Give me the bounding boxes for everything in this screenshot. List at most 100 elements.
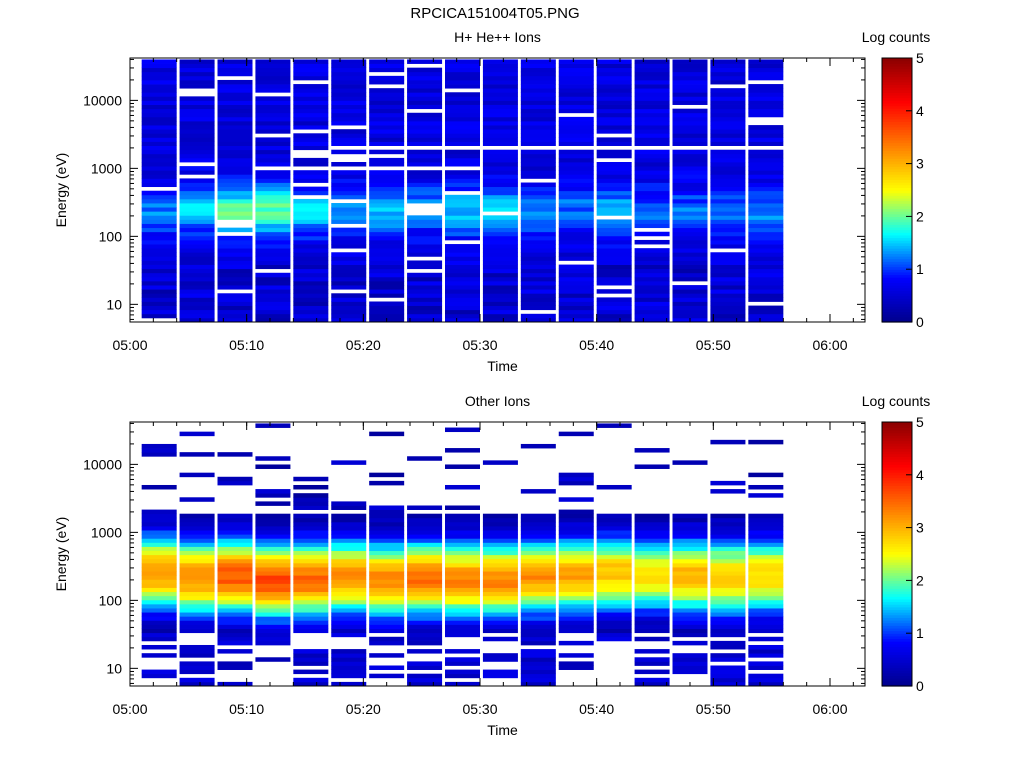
heatmap-cell: [179, 542, 215, 547]
heatmap-cell: [558, 153, 594, 159]
heatmap-cell: [520, 681, 556, 687]
heatmap-cell: [634, 272, 670, 278]
heatmap-cell: [331, 203, 367, 208]
heatmap-cell: [293, 227, 329, 233]
heatmap-cell: [141, 620, 177, 625]
heatmap-cell: [520, 289, 556, 294]
heatmap-cell: [710, 489, 746, 494]
colorbar-segment: [882, 163, 912, 167]
heatmap-cell: [520, 550, 556, 556]
heatmap-cell: [634, 186, 670, 192]
heatmap-cell: [634, 112, 670, 118]
heatmap-cell: [331, 599, 367, 605]
heatmap-cell: [407, 517, 443, 523]
colorbar-segment: [882, 195, 912, 199]
heatmap-cell: [293, 297, 329, 302]
heatmap-cell: [520, 583, 556, 588]
heatmap-cell: [596, 92, 632, 97]
heatmap-cell: [482, 624, 518, 629]
colorbar-segment: [882, 190, 912, 194]
colorbar-segment: [882, 139, 912, 144]
heatmap-cell: [331, 550, 367, 556]
heatmap-cell: [369, 509, 405, 515]
heatmap-cell: [179, 182, 215, 188]
heatmap-cell: [558, 562, 594, 568]
heatmap-cell: [672, 562, 708, 568]
heatmap-cell: [217, 235, 253, 241]
heatmap-cell: [255, 149, 291, 155]
heatmap-cell: [179, 599, 215, 605]
heatmap-cell: [141, 509, 177, 515]
heatmap-cell: [482, 657, 518, 662]
heatmap-cell: [369, 112, 405, 118]
heatmap-cell: [558, 264, 594, 270]
heatmap-cell: [482, 289, 518, 294]
heatmap-cell: [217, 649, 253, 654]
heatmap-cell: [520, 252, 556, 257]
heatmap-cell: [634, 248, 670, 253]
heatmap-cell: [217, 616, 253, 621]
colorbar-segment: [882, 490, 912, 494]
heatmap-cell: [634, 280, 670, 286]
heatmap-cell: [482, 562, 518, 568]
heatmap-cell: [748, 313, 784, 319]
heatmap-cell: [596, 104, 632, 110]
heatmap-cell: [558, 603, 594, 609]
colorbar-segment: [882, 620, 912, 624]
heatmap-cell: [141, 452, 177, 457]
heatmap-cell: [445, 280, 480, 286]
heatmap-cell: [407, 252, 443, 257]
heatmap-cell: [748, 562, 784, 568]
heatmap-cell: [634, 628, 670, 634]
heatmap-cell: [179, 452, 215, 457]
heatmap-cell: [255, 84, 291, 89]
heatmap-cell: [407, 84, 443, 89]
heatmap-cell: [179, 215, 215, 220]
heatmap-cell: [672, 96, 708, 101]
heatmap-cell: [634, 636, 670, 642]
heatmap-cell: [520, 526, 556, 531]
heatmap-cell: [407, 301, 443, 306]
heatmap-cell: [445, 309, 480, 315]
heatmap-cell: [293, 280, 329, 286]
heatmap-cell: [520, 297, 556, 302]
heatmap-cell: [596, 166, 632, 171]
heatmap-cell: [217, 309, 253, 315]
heatmap-cell: [217, 92, 253, 97]
colorbar-segment: [882, 472, 912, 476]
heatmap-cell: [672, 608, 708, 613]
heatmap-cell: [369, 272, 405, 278]
heatmap-cell: [558, 129, 594, 134]
heatmap-cell: [141, 162, 177, 167]
heatmap-cell: [255, 591, 291, 597]
colorbar-segment: [882, 303, 912, 307]
heatmap-cell: [141, 112, 177, 118]
heatmap-cell: [369, 538, 405, 543]
heatmap-cell: [482, 227, 518, 233]
colorbar-segment: [882, 277, 912, 281]
heatmap-cell: [407, 244, 443, 249]
heatmap-cell: [369, 530, 405, 535]
heatmap-cell: [710, 513, 746, 519]
x-tick-label: 05:00: [112, 337, 147, 353]
heatmap-cell: [255, 108, 291, 114]
heatmap-cell: [445, 75, 480, 81]
heatmap-cell: [179, 67, 215, 73]
heatmap-cell: [672, 558, 708, 564]
heatmap-cell: [710, 108, 746, 114]
heatmap-cell: [141, 125, 177, 130]
heatmap-cell: [179, 591, 215, 597]
heatmap-cell: [179, 649, 215, 654]
heatmap-cell: [748, 677, 784, 683]
x-tick-label: 05:10: [229, 337, 264, 353]
heatmap-cell: [331, 100, 367, 105]
heatmap-cell: [520, 538, 556, 543]
heatmap-cell: [293, 497, 329, 502]
heatmap-cell: [407, 567, 443, 572]
heatmap-cell: [369, 149, 405, 155]
colorbar-segment: [882, 105, 912, 109]
heatmap-cell: [369, 244, 405, 249]
heatmap-cell: [331, 235, 367, 241]
heatmap-cell: [255, 567, 291, 572]
heatmap-cell: [445, 542, 480, 547]
